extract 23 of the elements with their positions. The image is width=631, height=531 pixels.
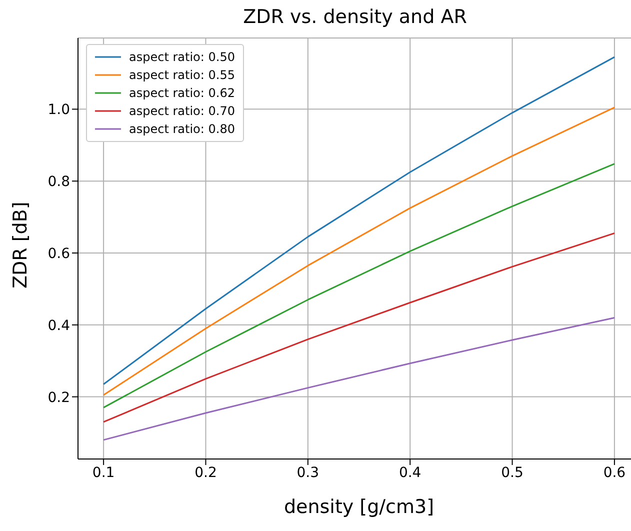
line-series (102, 163, 616, 408)
line-series (102, 106, 616, 396)
y-tick-label: 0.8 (48, 174, 70, 190)
x-tick-label: 0.3 (296, 464, 320, 481)
x-axis-title: density [g/cm3] (284, 496, 434, 518)
y-tick-label: 1.0 (48, 102, 70, 118)
chart-title: ZDR vs. density and AR (242, 6, 468, 28)
line-series (102, 316, 616, 441)
x-tick-label: 0.2 (194, 464, 217, 481)
legend-label: aspect ratio: 0.80 (129, 121, 235, 138)
legend-label: aspect ratio: 0.55 (129, 67, 235, 84)
y-tick-label: 0.2 (48, 390, 70, 406)
y-tick-label: 0.4 (48, 318, 70, 334)
y-tick-label: 0.6 (48, 246, 70, 262)
line-series (102, 232, 616, 423)
x-tick-label: 0.5 (501, 464, 524, 481)
x-tick-label: 0.6 (603, 464, 626, 481)
y-axis-title: ZDR [dB] (10, 202, 32, 288)
legend-label: aspect ratio: 0.70 (129, 103, 235, 120)
x-tick-label: 0.4 (398, 464, 422, 481)
legend-label: aspect ratio: 0.50 (129, 49, 235, 66)
legend-label: aspect ratio: 0.62 (129, 85, 235, 102)
x-tick-label: 0.1 (92, 464, 115, 481)
